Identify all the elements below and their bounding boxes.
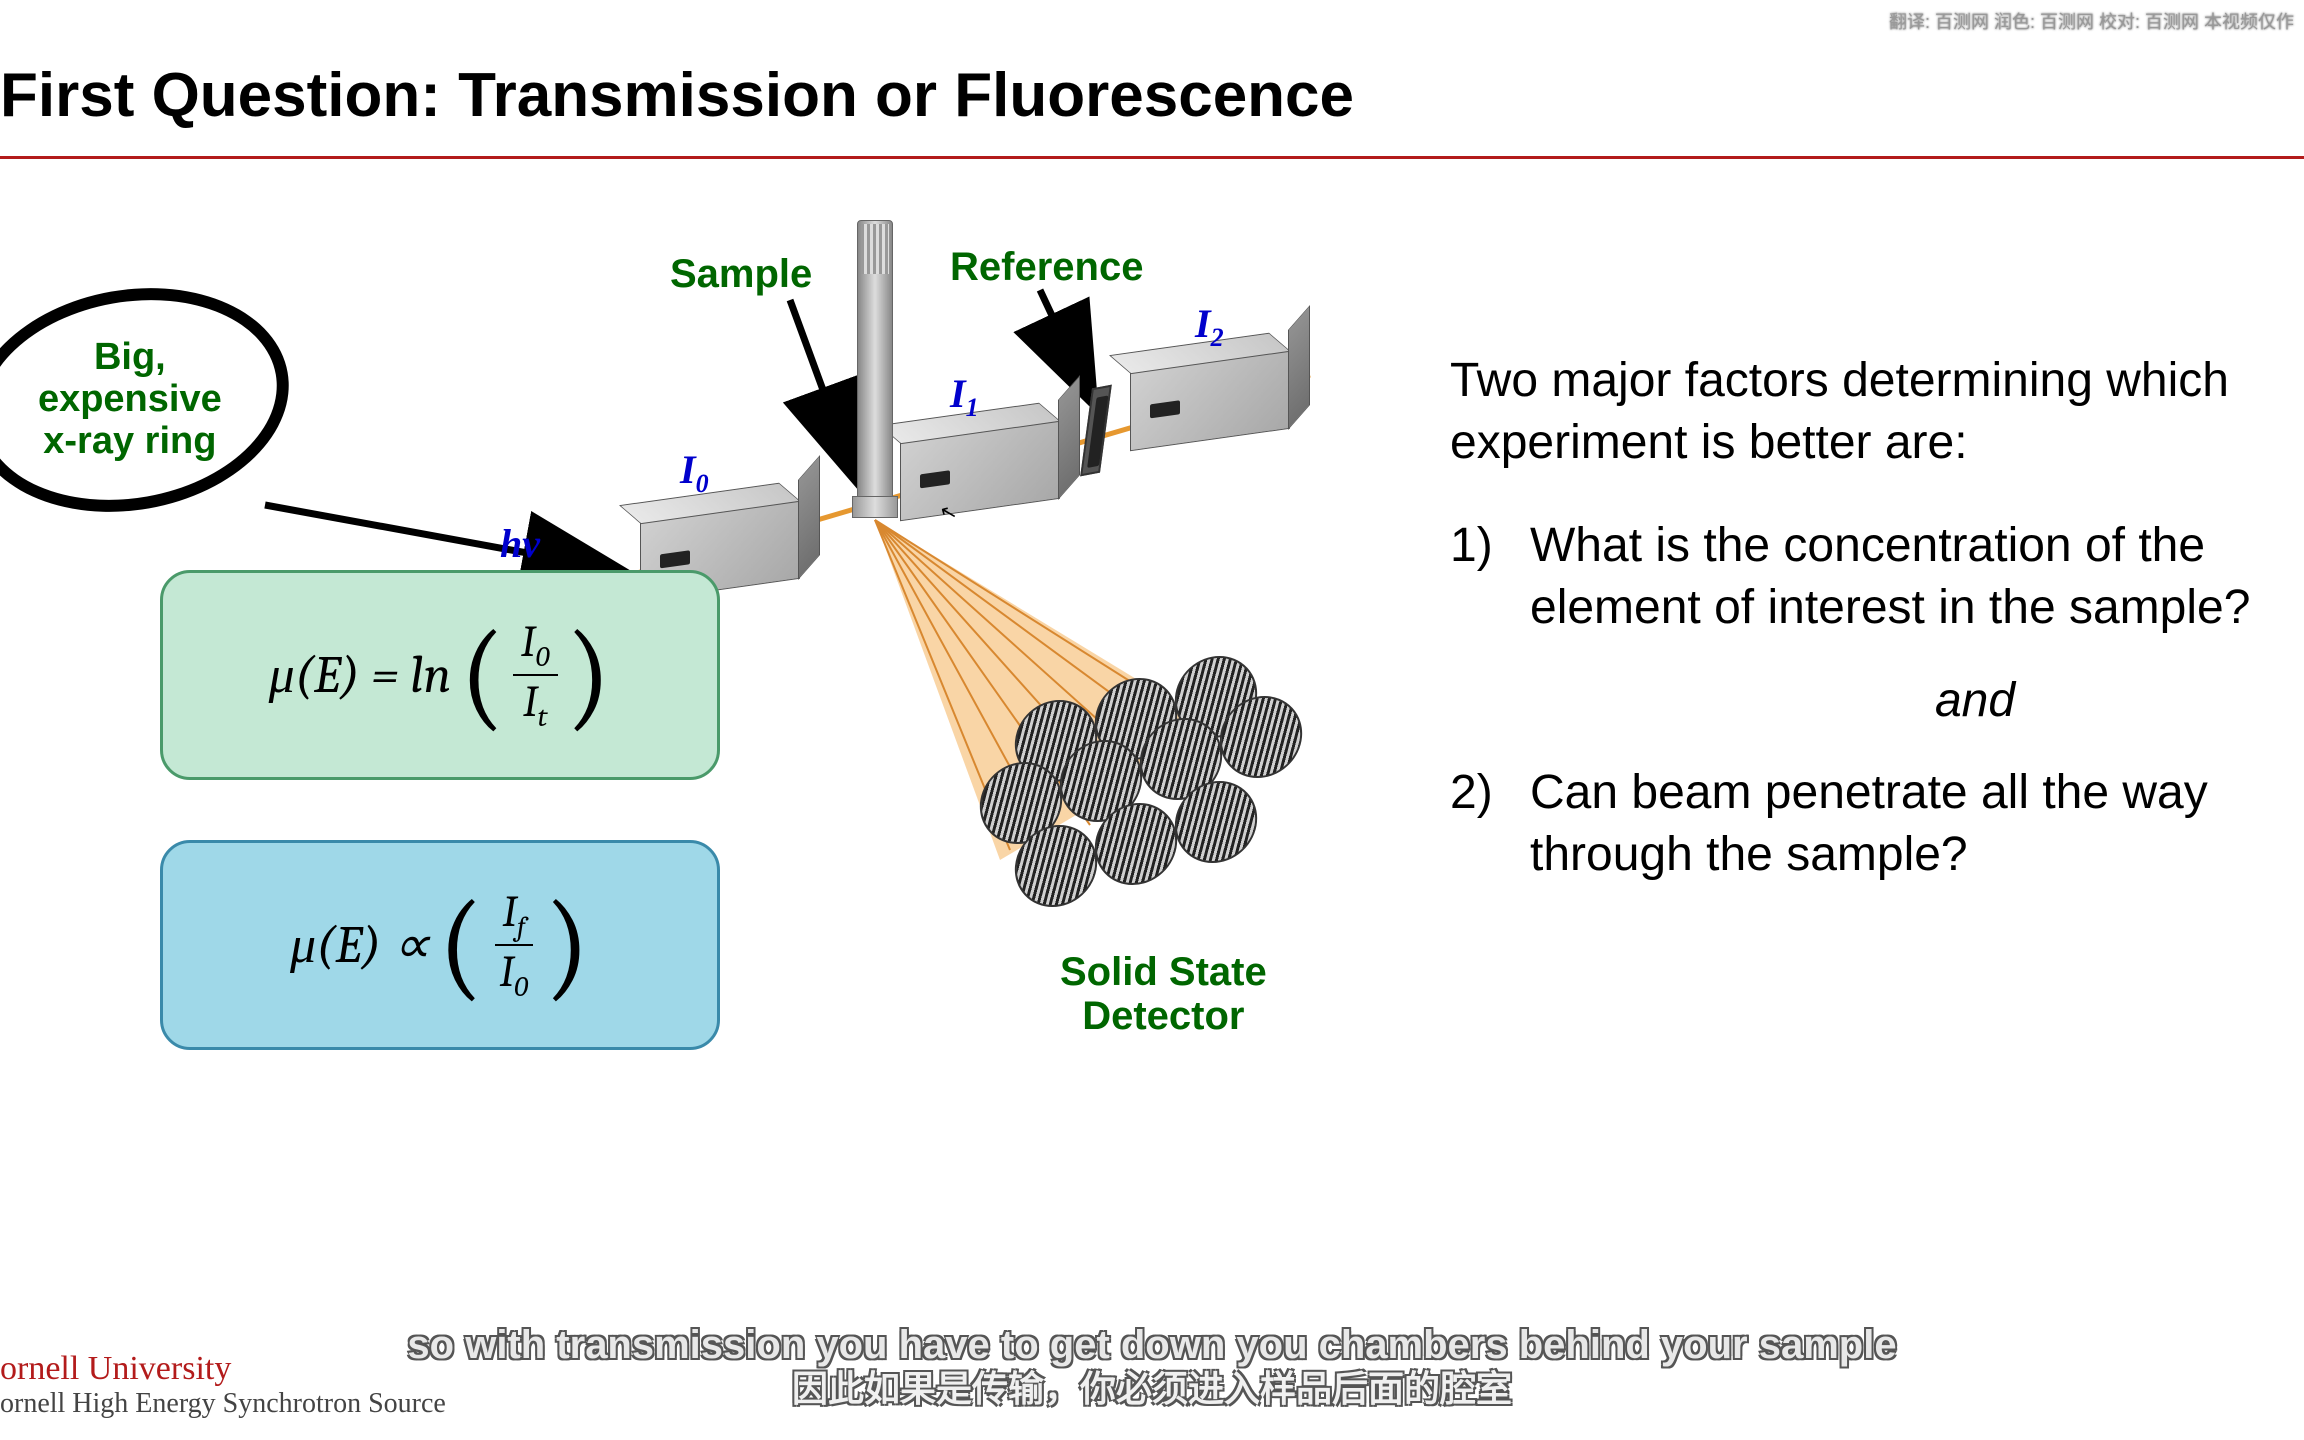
- i2-label: I2: [1195, 300, 1224, 353]
- ion-chamber-i1: [900, 419, 1060, 521]
- and-connector: and: [1650, 670, 2300, 732]
- reference-label: Reference: [950, 245, 1143, 290]
- xray-ring-text: Big,expensivex-ray ring: [38, 337, 222, 462]
- ssd-label: Solid StateDetector: [1060, 950, 1267, 1038]
- factor-1: 1) What is the concentration of the elem…: [1450, 515, 2300, 640]
- transmission-formula: μ(E) = ln ( I0 It ): [160, 570, 720, 780]
- footer: ornell University ornell High Energy Syn…: [0, 1350, 446, 1420]
- subtitle-chinese: 因此如果是传输，你必须进入样品后面的腔室: [792, 1360, 1512, 1412]
- xray-ring-callout: Big,expensivex-ray ring: [0, 290, 290, 510]
- footer-source: ornell High Energy Synchrotron Source: [0, 1388, 446, 1420]
- sample-holder-tip: [852, 496, 898, 518]
- i0-label: I0: [680, 446, 709, 499]
- fluorescence-formula: μ(E) ∝ ( If I0 ): [160, 840, 720, 1050]
- reference-foil: [1080, 385, 1112, 477]
- hv-label: hv: [500, 520, 540, 567]
- slide-title: First Question: Transmission or Fluoresc…: [0, 60, 1354, 131]
- explanation-text: Two major factors determining which expe…: [1450, 350, 2300, 917]
- title-underline: [0, 156, 2304, 159]
- factor-2: 2) Can beam penetrate all the way throug…: [1450, 762, 2300, 887]
- ion-chamber-i2: [1130, 349, 1290, 451]
- solid-state-detector: [980, 700, 1330, 950]
- xray-ring-ellipse: Big,expensivex-ray ring: [0, 264, 307, 536]
- intro-text: Two major factors determining which expe…: [1450, 350, 2300, 475]
- watermark-text: 翻译: 百测网 润色: 百测网 校对: 百测网 本视频仅作: [1889, 8, 2294, 34]
- sample-label: Sample: [670, 252, 812, 297]
- sample-holder-rod: [857, 220, 893, 500]
- footer-university: ornell University: [0, 1350, 446, 1388]
- i1-label: I1: [950, 370, 979, 423]
